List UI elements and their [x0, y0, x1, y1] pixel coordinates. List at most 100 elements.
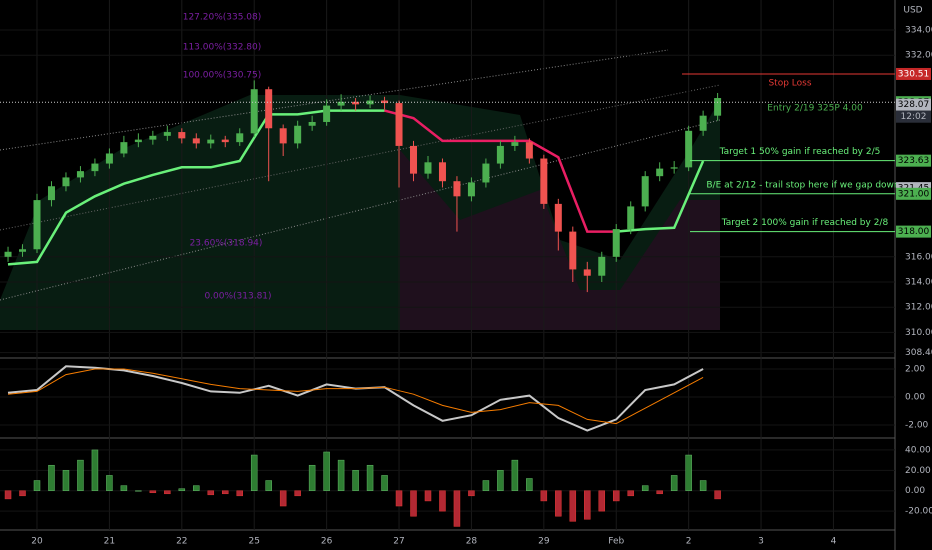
- cloud: [400, 150, 720, 330]
- histogram-bar: [222, 490, 229, 495]
- fib-label: 127.20%(335.08): [183, 13, 262, 23]
- histogram-bar: [178, 488, 186, 491]
- histogram-bar: [366, 464, 374, 491]
- histogram-bar: [714, 490, 721, 500]
- histogram-bar: [164, 490, 171, 495]
- histogram-bar: [410, 490, 417, 517]
- candle-body: [525, 142, 533, 159]
- histogram-bar: [4, 490, 12, 500]
- candle-body: [323, 105, 331, 122]
- y-tick-label: 314.00: [905, 278, 932, 288]
- histogram-bar: [91, 449, 99, 491]
- candle-body: [178, 132, 186, 139]
- candle-body: [496, 145, 504, 164]
- histogram-bar: [641, 485, 649, 491]
- histogram-bar: [48, 464, 55, 491]
- candle-body: [641, 176, 649, 207]
- x-tick-label: Feb: [608, 537, 624, 547]
- y-tick-label: 316.00: [905, 252, 932, 262]
- price-marker-label: 323.63: [898, 156, 930, 166]
- histogram-bar: [77, 459, 84, 491]
- histogram-bar: [670, 475, 678, 491]
- candle-body: [395, 103, 403, 146]
- histogram-bar: [106, 475, 113, 491]
- candle-body: [149, 135, 157, 140]
- candle-body: [76, 171, 84, 178]
- candle-body: [308, 121, 316, 126]
- histogram-bar: [381, 475, 388, 491]
- candle-body: [19, 249, 27, 252]
- x-tick-label: 26: [321, 537, 333, 547]
- candle-body: [453, 181, 461, 197]
- histogram-bar: [699, 480, 707, 491]
- histogram-bar: [439, 490, 446, 512]
- y-tick-label: 308.40: [905, 348, 932, 358]
- candle-body: [656, 168, 664, 177]
- candle-body: [33, 200, 41, 250]
- candle-body: [482, 163, 490, 183]
- y-tick-label: 20.00: [905, 466, 931, 476]
- histogram-bar: [236, 490, 243, 497]
- histogram-bar: [193, 485, 200, 491]
- candle-body: [265, 89, 273, 129]
- fib-label: 100.00%(330.75): [183, 71, 262, 81]
- candle-body: [221, 139, 229, 143]
- price-marker-label: 328.07: [898, 100, 930, 110]
- y-tick-label: 310.00: [905, 328, 932, 338]
- histogram-bar: [526, 478, 533, 491]
- candle-body: [279, 128, 287, 144]
- x-tick-label: 3: [758, 537, 764, 547]
- histogram-bar: [62, 470, 70, 491]
- histogram-bar: [352, 470, 359, 491]
- x-tick-label: 20: [31, 537, 43, 547]
- candle-body: [236, 133, 244, 143]
- candle-body: [410, 145, 418, 174]
- histogram-bar: [120, 485, 128, 491]
- candle-body: [352, 101, 360, 105]
- histogram-bar: [656, 490, 663, 495]
- candle-body: [47, 186, 55, 201]
- y-tick-label: 2.00: [905, 365, 925, 375]
- histogram-bar: [395, 490, 403, 507]
- histogram-bar: [497, 470, 504, 491]
- fib-label: 0.00%(313.81): [204, 292, 271, 302]
- price-marker-label: 321.00: [898, 189, 930, 199]
- candle-body: [62, 177, 70, 187]
- annotation: Stop Loss: [768, 78, 811, 88]
- histogram-bar: [250, 454, 258, 491]
- histogram-bar: [685, 454, 692, 491]
- annotation: Target 2 100% gain if reached by 2/8: [721, 218, 889, 228]
- candle-body: [670, 167, 678, 169]
- candle-body: [511, 142, 519, 146]
- histogram-bar: [540, 490, 548, 502]
- histogram-bar: [569, 490, 577, 522]
- annotation: B/E at 2/12 - trail stop here if we gap …: [706, 180, 899, 190]
- candle-body: [294, 125, 302, 144]
- histogram-bar: [19, 490, 26, 497]
- histogram-bar: [207, 490, 215, 496]
- histogram-bar: [482, 480, 490, 491]
- candle-body: [163, 132, 171, 136]
- histogram-bar: [598, 490, 606, 512]
- histogram-bar: [511, 459, 519, 491]
- candle-body: [337, 101, 345, 106]
- x-tick-label: 22: [176, 537, 187, 547]
- histogram-bar: [33, 480, 41, 491]
- y-tick-label: 334.00: [905, 25, 932, 35]
- price-marker-label: 330.51: [898, 69, 930, 79]
- countdown-box: [896, 110, 931, 123]
- candle-body: [569, 231, 577, 270]
- annotation: Target 1 50% gain if reached by 2/5: [719, 147, 881, 157]
- candle-body: [612, 229, 620, 257]
- histogram-bar: [149, 490, 157, 494]
- y-tick-label: 0.00: [905, 393, 925, 403]
- candle-body: [120, 142, 128, 154]
- histogram-bar: [308, 464, 316, 491]
- price-marker: [896, 98, 931, 111]
- price-marker: [896, 187, 931, 200]
- histogram-bar: [323, 451, 330, 491]
- price-marker: [896, 154, 931, 167]
- histogram-bar: [135, 490, 142, 492]
- channel-line: [0, 119, 721, 301]
